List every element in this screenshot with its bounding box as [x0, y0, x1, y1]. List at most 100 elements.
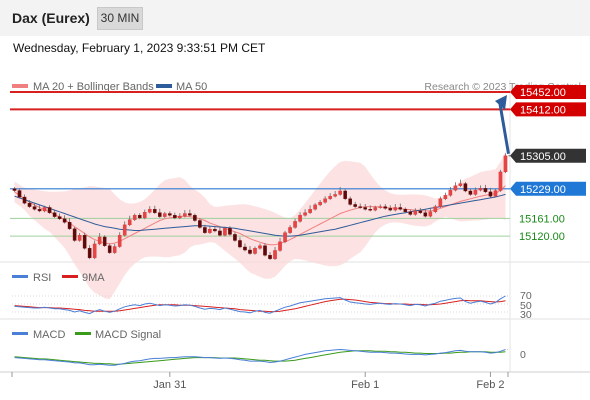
candle	[468, 188, 473, 196]
price-tag-label: 15305.00	[520, 151, 566, 163]
candle-body	[253, 248, 257, 254]
candle	[168, 211, 172, 217]
legend-macd-swatch	[12, 332, 28, 335]
candle	[163, 211, 167, 218]
candle	[398, 203, 403, 211]
legend-macd-signal-swatch	[75, 332, 91, 335]
candle	[243, 243, 247, 252]
candle	[92, 240, 97, 260]
candle-body	[233, 234, 237, 241]
candle	[413, 208, 418, 216]
candle-body	[238, 240, 242, 248]
candle	[428, 207, 433, 218]
macd-signal-line	[14, 350, 506, 365]
legend-ma20-swatch	[12, 84, 28, 88]
candle-body	[152, 209, 157, 213]
candle-body	[498, 171, 503, 191]
candle	[132, 213, 137, 221]
candle	[288, 225, 292, 234]
candle-body	[142, 212, 147, 219]
candle-body	[328, 195, 332, 199]
candle	[17, 188, 22, 199]
candle	[368, 205, 373, 212]
candle-body	[453, 185, 458, 191]
rsi-tick-label: 30	[520, 309, 532, 321]
candle-body	[67, 222, 72, 229]
candle	[458, 179, 463, 188]
price-tag-label: 15452.00	[520, 87, 566, 99]
candle	[408, 209, 413, 216]
candle	[173, 212, 177, 220]
candle-body	[378, 206, 383, 208]
candle	[263, 243, 267, 257]
candle-body	[323, 198, 327, 203]
candle	[488, 187, 493, 198]
candle-body	[483, 188, 488, 193]
candle	[87, 245, 92, 260]
candle	[188, 209, 192, 217]
price-tag-bg	[510, 84, 586, 99]
candle-body	[117, 235, 122, 247]
timeframe-button[interactable]: 30 MIN	[97, 7, 143, 30]
candle	[233, 231, 237, 242]
candle-body	[403, 209, 408, 213]
last-level-tag	[510, 148, 586, 163]
candle-body	[82, 235, 87, 249]
candle	[27, 200, 32, 208]
candle	[388, 205, 393, 212]
price-tag-bg	[510, 181, 586, 196]
candle	[318, 200, 322, 207]
candle	[193, 213, 197, 222]
candle-body	[42, 207, 47, 212]
candle-body	[298, 215, 302, 222]
candle	[393, 203, 398, 212]
candle	[498, 169, 503, 192]
candle-body	[293, 221, 297, 228]
candle-body	[333, 194, 337, 197]
candle	[127, 215, 132, 227]
candle	[57, 213, 62, 221]
candle-body	[27, 202, 32, 207]
candle-body	[443, 195, 448, 199]
candle-body	[393, 207, 398, 211]
candle	[22, 194, 27, 205]
candle	[478, 185, 483, 192]
candle-body	[318, 202, 322, 206]
candle-body	[433, 206, 438, 213]
candle	[12, 187, 17, 192]
candle-body	[488, 191, 493, 197]
candle-body	[248, 249, 252, 254]
candle	[503, 153, 508, 174]
candle-body	[208, 228, 212, 233]
candle-body	[373, 207, 378, 211]
legend-9ma-swatch	[62, 275, 78, 278]
chart-datetime: Wednesday, February 1, 2023 9:33:51 PM C…	[13, 41, 266, 55]
candle-body	[218, 230, 222, 236]
candle-body	[228, 228, 232, 235]
candle	[423, 209, 428, 218]
candle-body	[493, 190, 498, 197]
candle	[273, 246, 277, 260]
candle-body	[273, 250, 277, 259]
ma20-line	[14, 185, 506, 246]
candle-body	[37, 209, 42, 212]
candle-body	[278, 241, 282, 251]
rsi-ma9-line	[14, 298, 506, 313]
candle-body	[122, 224, 127, 236]
candle-body	[147, 209, 152, 213]
candle-body	[132, 215, 137, 220]
candle-body	[193, 215, 197, 221]
candle	[343, 189, 347, 201]
legend-macd-label: MACD	[33, 329, 65, 341]
legend-ma50-label: MA 50	[176, 81, 207, 93]
candle	[363, 203, 368, 211]
candle	[238, 237, 242, 249]
candle	[157, 208, 162, 218]
candle	[323, 196, 327, 204]
candle	[378, 204, 383, 209]
candle	[433, 204, 438, 214]
projection-arrow-line	[498, 103, 510, 155]
candle-body	[303, 212, 307, 216]
candle	[248, 246, 252, 255]
candle	[348, 196, 352, 206]
